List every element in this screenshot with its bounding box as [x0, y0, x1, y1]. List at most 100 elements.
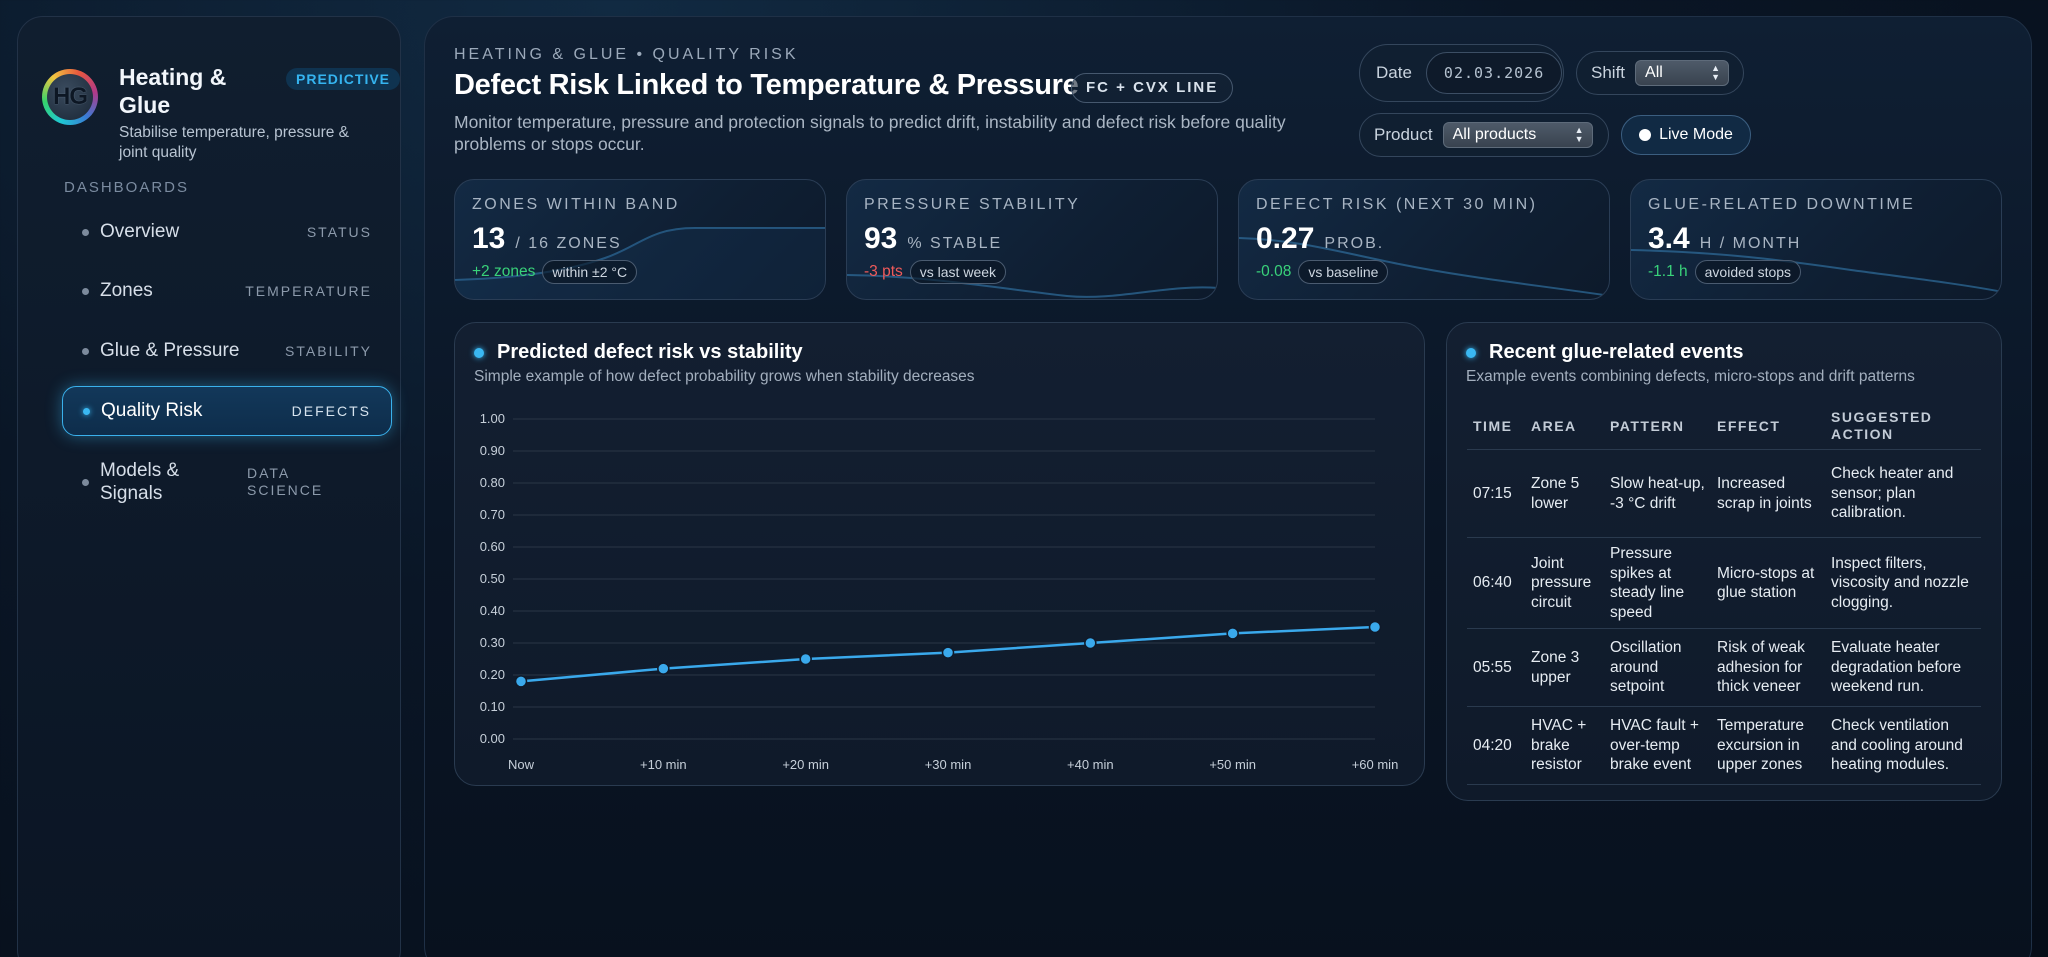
y-tick-label: 0.60	[480, 539, 505, 554]
bullet-icon	[83, 408, 90, 415]
data-point[interactable]	[1368, 620, 1382, 634]
shift-label: Shift	[1591, 63, 1626, 82]
bullet-icon	[82, 288, 89, 295]
x-tick-label: +40 min	[1067, 757, 1114, 772]
events-subtitle: Example events combining defects, micro-…	[1466, 368, 1915, 385]
data-point[interactable]	[514, 675, 528, 688]
app-logo-icon: HG	[42, 69, 98, 125]
bullet-icon	[82, 348, 89, 355]
kpi-footer: -0.08 vs baseline	[1256, 260, 1389, 284]
sidebar-item-quality-risk[interactable]: Quality Risk DEFECTS	[62, 386, 392, 436]
kpi-number: 13	[472, 222, 506, 255]
data-point[interactable]	[941, 646, 955, 659]
kpi-card-pressure: PRESSURE STABILITY 93 % STABLE -3 pts vs…	[846, 179, 1218, 300]
cell-action: Check ventilation and cooling around hea…	[1825, 706, 1981, 785]
data-point[interactable]	[1226, 627, 1239, 640]
kpi-delta: -0.08	[1256, 263, 1292, 280]
kpi-label: GLUE-RELATED DOWNTIME	[1648, 196, 1916, 213]
cell-area: Joint pressure circuit	[1525, 537, 1604, 629]
risk-line-chart: 0.00 0.10 0.20 0.30 0.40 0.50 0.60 0.70 0.80 0.90…	[480, 411, 1399, 772]
cell-effect: Micro-stops at glue station	[1711, 537, 1825, 629]
sidebar-item-glue-pressure[interactable]: Glue & Pressure STABILITY	[62, 326, 392, 376]
events-panel: Recent glue-related events Example event…	[1446, 322, 2002, 801]
kpi-delta: -1.1 h	[1648, 263, 1688, 280]
x-tick-label: +20 min	[782, 757, 829, 772]
date-control: Date 02.03.2026	[1359, 44, 1564, 102]
sidebar-item-tag: STATUS	[306, 224, 372, 240]
shift-select[interactable]: All ▲ ▼	[1635, 60, 1730, 86]
cell-effect: Increased scrap in joints	[1711, 449, 1825, 538]
panel-dot-icon	[1466, 348, 1476, 358]
column-header: SUGGESTED ACTION	[1825, 403, 1981, 450]
cell-pattern: Oscillation around setpoint	[1604, 628, 1711, 707]
page-title: Defect Risk Linked to Temperature & Pres…	[454, 69, 1079, 101]
kpi-note: vs baseline	[1298, 260, 1389, 284]
product-select-value: All products	[1452, 126, 1537, 143]
select-arrows-icon: ▲ ▼	[1711, 63, 1721, 82]
y-tick-label: 0.30	[480, 635, 505, 650]
kpi-note: avoided stops	[1694, 260, 1802, 284]
brand-subtitle: Stabilise temperature, pressure & joint …	[119, 124, 350, 161]
kpi-value: 0.27 PROB.	[1256, 222, 1384, 256]
risk-chart-panel: Predicted defect risk vs stability Simpl…	[454, 322, 1425, 786]
sidebar-item-models-signals[interactable]: Models & Signals DATA SCIENCE	[62, 457, 392, 507]
kpi-delta: -3 pts	[864, 263, 903, 280]
table-row[interactable]: 07:15 Zone 5 lower Slow heat-up, -3 °C d…	[1467, 449, 1981, 538]
data-point[interactable]	[799, 652, 812, 666]
product-select[interactable]: All products ▲ ▼	[1442, 122, 1593, 148]
column-header: EFFECT	[1711, 403, 1825, 450]
column-header: PATTERN	[1604, 403, 1711, 450]
kpi-number: 3.4	[1648, 222, 1690, 255]
kpi-footer: -3 pts vs last week	[864, 260, 1007, 284]
date-input[interactable]: 02.03.2026	[1425, 52, 1563, 94]
kpi-value: 93 % STABLE	[864, 222, 1002, 256]
cell-pattern: HVAC fault + over-temp brake event	[1604, 706, 1711, 785]
chart-subtitle: Simple example of how defect probability…	[474, 368, 975, 385]
shift-control: Shift All ▲ ▼	[1576, 51, 1744, 95]
y-tick-label: 0.10	[480, 699, 505, 714]
bullet-icon	[82, 479, 89, 486]
events-title: Recent glue-related events	[1489, 341, 1744, 363]
cell-action: Evaluate heater degradation before weeke…	[1825, 628, 1981, 707]
y-tick-label: 0.70	[480, 507, 505, 522]
sidebar-item-zones[interactable]: Zones TEMPERATURE	[62, 266, 392, 316]
x-tick-label: +60 min	[1352, 757, 1399, 772]
cell-area: HVAC + brake resistor	[1525, 706, 1604, 785]
page-description: Monitor temperature, pressure and protec…	[454, 112, 1286, 154]
kpi-number: 0.27	[1256, 222, 1315, 255]
bullet-icon	[82, 229, 89, 236]
sidebar-item-tag: DEFECTS	[291, 403, 371, 419]
table-row[interactable]: 06:40 Joint pressure circuit Pressure sp…	[1467, 537, 1981, 629]
main-panel: HEATING & GLUE • QUALITY RISK Defect Ris…	[424, 16, 2032, 957]
sidebar-item-tag: STABILITY	[285, 343, 372, 359]
kpi-card-downtime: GLUE-RELATED DOWNTIME 3.4 H / MONTH -1.1…	[1630, 179, 2002, 300]
cell-effect: Temperature excursion in upper zones	[1711, 706, 1825, 785]
kpi-note: within ±2 °C	[542, 260, 638, 284]
table-row[interactable]: 04:20 HVAC + brake resistor HVAC fault +…	[1467, 706, 1981, 785]
column-header: AREA	[1525, 403, 1604, 450]
table-header-row: TIME AREA PATTERN EFFECT SUGGESTED ACTIO…	[1467, 403, 1981, 450]
y-tick-label: 1.00	[480, 411, 505, 426]
cell-time: 06:40	[1467, 537, 1525, 629]
table-row[interactable]: 05:55 Zone 3 upper Oscillation around se…	[1467, 628, 1981, 707]
nav-heading: DASHBOARDS	[64, 179, 190, 196]
y-tick-label: 0.40	[480, 603, 505, 618]
shift-select-value: All	[1645, 64, 1663, 81]
cell-area: Zone 5 lower	[1525, 449, 1604, 538]
sidebar-item-label: Models & Signals	[100, 460, 180, 504]
kpi-value: 13 / 16 ZONES	[472, 222, 622, 256]
product-control: Product All products ▲ ▼	[1359, 113, 1609, 157]
data-point[interactable]	[657, 662, 670, 675]
predictive-badge: PREDICTIVE	[286, 68, 401, 90]
kpi-note: vs last week	[909, 260, 1007, 284]
kpi-card-defect-risk: DEFECT RISK (NEXT 30 MIN) 0.27 PROB. -0.…	[1238, 179, 1610, 300]
data-point[interactable]	[1084, 636, 1097, 650]
cell-pattern: Slow heat-up, -3 °C drift	[1604, 449, 1711, 538]
panel-dot-icon	[474, 348, 484, 358]
cell-pattern: Pressure spikes at steady line speed	[1604, 537, 1711, 629]
sidebar-item-overview[interactable]: Overview STATUS	[62, 207, 392, 257]
live-mode-button[interactable]: Live Mode	[1621, 115, 1751, 155]
sidebar: HG Heating & Glue PREDICTIVE Stabilise t…	[17, 16, 401, 957]
cell-effect: Risk of weak adhesion for thick veneer	[1711, 628, 1825, 707]
y-tick-label: 0.20	[480, 667, 505, 682]
